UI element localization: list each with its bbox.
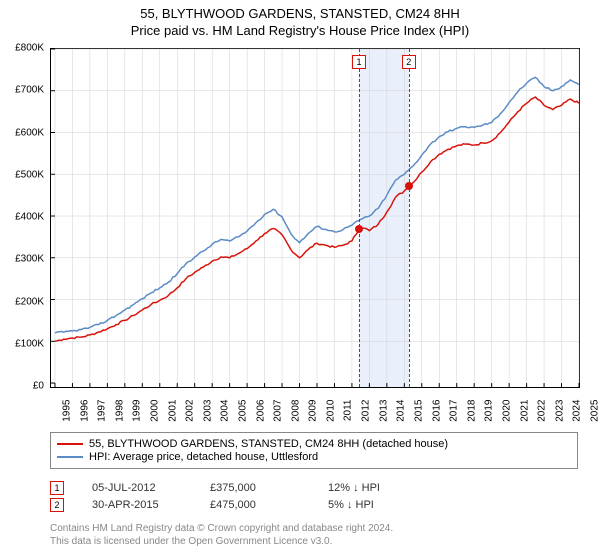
x-tick-label: 2015: [413, 400, 424, 422]
legend-item-hpi: HPI: Average price, detached house, Uttl…: [57, 451, 571, 463]
sale-delta-1: 12% ↓ HPI: [328, 482, 418, 494]
y-tick-label: £0: [33, 381, 44, 392]
sale-label-box: 2: [402, 55, 416, 69]
x-tick-label: 2008: [290, 400, 301, 422]
footer-line2: This data is licensed under the Open Gov…: [50, 535, 393, 548]
legend-box: 55, BLYTHWOOD GARDENS, STANSTED, CM24 8H…: [50, 432, 578, 469]
x-tick-label: 1999: [132, 400, 143, 422]
y-tick-label: £100K: [15, 338, 44, 349]
footer-line1: Contains HM Land Registry data © Crown c…: [50, 522, 393, 535]
sale-vertical-line: [409, 49, 410, 387]
y-tick-label: £700K: [15, 85, 44, 96]
x-axis: 1995 1996 1997 1998 1999 2000 2001 2002 2003 2004…: [50, 390, 580, 430]
title-block: 55, BLYTHWOOD GARDENS, STANSTED, CM24 8H…: [0, 0, 600, 38]
legend-item-property: 55, BLYTHWOOD GARDENS, STANSTED, CM24 8H…: [57, 438, 571, 450]
sale-row-2: 2 30-APR-2015 £475,000 5% ↓ HPI: [50, 498, 578, 512]
x-tick-label: 2011: [342, 400, 353, 422]
legend-label-property: 55, BLYTHWOOD GARDENS, STANSTED, CM24 8H…: [89, 438, 448, 450]
x-tick-label: 2018: [466, 400, 477, 422]
chart-container: 55, BLYTHWOOD GARDENS, STANSTED, CM24 8H…: [0, 0, 600, 560]
y-tick-label: £300K: [15, 254, 44, 265]
sale-date-2: 30-APR-2015: [92, 499, 182, 511]
x-tick-label: 2025: [589, 400, 600, 422]
y-tick-label: £800K: [15, 43, 44, 54]
footer: Contains HM Land Registry data © Crown c…: [50, 522, 393, 548]
y-tick-label: £400K: [15, 212, 44, 223]
x-tick-label: 2003: [202, 400, 213, 422]
x-tick-label: 2019: [484, 400, 495, 422]
chart-title-sub: Price paid vs. HM Land Registry's House …: [0, 23, 600, 38]
sale-delta-2: 5% ↓ HPI: [328, 499, 418, 511]
x-tick-label: 1997: [96, 400, 107, 422]
x-tick-label: 2022: [536, 400, 547, 422]
sale-vertical-line: [359, 49, 360, 387]
plot-svg: [51, 49, 579, 387]
x-tick-label: 2006: [255, 400, 266, 422]
x-tick-label: 2005: [237, 400, 248, 422]
x-tick-label: 2017: [448, 400, 459, 422]
plot-area: 12: [50, 48, 580, 388]
sale-marker-2: 2: [50, 498, 64, 512]
x-tick-label: 2024: [572, 400, 583, 422]
sale-dot: [405, 182, 413, 190]
y-tick-label: £500K: [15, 169, 44, 180]
x-tick-label: 2009: [308, 400, 319, 422]
x-tick-label: 2007: [272, 400, 283, 422]
sale-label-box: 1: [352, 55, 366, 69]
legend-swatch-property: [57, 443, 83, 445]
y-axis: £0£100K£200K£300K£400K£500K£600K£700K£80…: [0, 48, 48, 388]
x-tick-label: 2014: [396, 400, 407, 422]
x-tick-label: 2002: [184, 400, 195, 422]
sale-price-1: £375,000: [210, 482, 300, 494]
x-tick-label: 2016: [431, 400, 442, 422]
sale-marker-1: 1: [50, 481, 64, 495]
sale-date-1: 05-JUL-2012: [92, 482, 182, 494]
x-tick-label: 2004: [220, 400, 231, 422]
x-tick-label: 2023: [554, 400, 565, 422]
y-tick-label: £200K: [15, 296, 44, 307]
sale-dot: [355, 225, 363, 233]
x-tick-label: 1996: [79, 400, 90, 422]
x-tick-label: 2012: [360, 400, 371, 422]
x-tick-label: 1995: [61, 400, 72, 422]
y-tick-label: £600K: [15, 127, 44, 138]
sales-table: 1 05-JUL-2012 £375,000 12% ↓ HPI 2 30-AP…: [50, 478, 578, 515]
x-tick-label: 2021: [519, 400, 530, 422]
legend-label-hpi: HPI: Average price, detached house, Uttl…: [89, 451, 318, 463]
sale-price-2: £475,000: [210, 499, 300, 511]
x-tick-label: 2020: [501, 400, 512, 422]
x-tick-label: 2000: [149, 400, 160, 422]
sale-row-1: 1 05-JUL-2012 £375,000 12% ↓ HPI: [50, 481, 578, 495]
x-tick-label: 1998: [114, 400, 125, 422]
x-tick-label: 2010: [325, 400, 336, 422]
x-tick-label: 2001: [167, 400, 178, 422]
x-tick-label: 2013: [378, 400, 389, 422]
legend-swatch-hpi: [57, 456, 83, 458]
chart-title-address: 55, BLYTHWOOD GARDENS, STANSTED, CM24 8H…: [0, 6, 600, 21]
